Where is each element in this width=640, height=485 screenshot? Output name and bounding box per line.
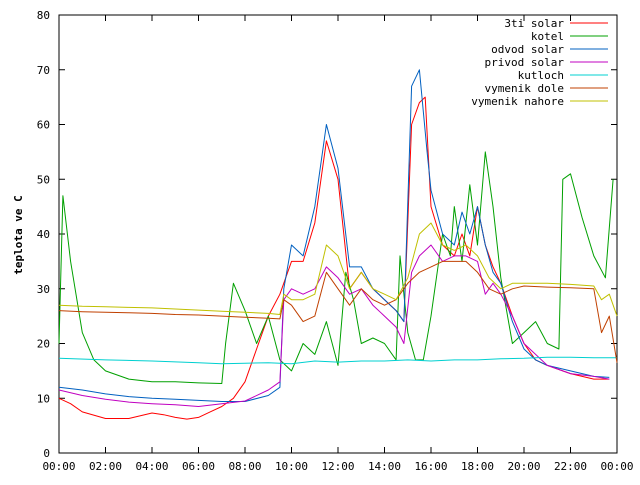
axes: 0 10 20 30 40 50 60 70 80 00:00 02:00 04:00 06:00 08:… [37, 9, 634, 473]
x-tick-label: 08:00 [228, 460, 261, 473]
x-tick-label: 16:00 [414, 460, 447, 473]
x-tick-label: 14:00 [368, 460, 401, 473]
x-tick-label: 20:00 [507, 460, 540, 473]
legend-label: privod solar [485, 56, 565, 69]
series-line-2 [58, 151, 614, 384]
y-tick-label: 0 [43, 447, 50, 460]
x-tick-label: 12:00 [321, 460, 354, 473]
legend-label: kutloch [518, 69, 564, 82]
legend-label: odvod solar [491, 43, 564, 56]
y-tick-label: 20 [37, 338, 50, 351]
y-tick-label: 80 [37, 9, 50, 22]
x-tick-label: 22:00 [554, 460, 587, 473]
legend-label: vymenik dole [485, 82, 564, 95]
y-axis-label: teplota ve C [12, 195, 25, 274]
legend-label: kotel [531, 30, 564, 43]
legend-label: 3ti solar [504, 17, 564, 30]
series-line-1 [58, 96, 610, 420]
series-line-5 [58, 356, 617, 365]
x-tick-label: 04:00 [135, 460, 168, 473]
series-line-4 [58, 244, 610, 407]
series-lines [58, 69, 618, 420]
x-tick-label: 06:00 [182, 460, 215, 473]
x-tick-label: 00:00 [600, 460, 633, 473]
x-tick-label: 10:00 [275, 460, 308, 473]
y-tick-label: 60 [37, 119, 50, 132]
x-tick-label: 00:00 [42, 460, 75, 473]
y-tick-label: 30 [37, 283, 50, 296]
legend-label: vymenik nahore [471, 95, 564, 108]
y-tick-label: 10 [37, 392, 50, 405]
y-tick-label: 70 [37, 64, 50, 77]
series-line-6 [58, 260, 618, 363]
x-tick-label: 18:00 [461, 460, 494, 473]
y-tick-label: 40 [37, 228, 50, 241]
x-tick-label: 02:00 [89, 460, 122, 473]
y-tick-label: 50 [37, 173, 50, 186]
series-line-7 [58, 222, 618, 317]
series-line-3 [58, 69, 610, 402]
